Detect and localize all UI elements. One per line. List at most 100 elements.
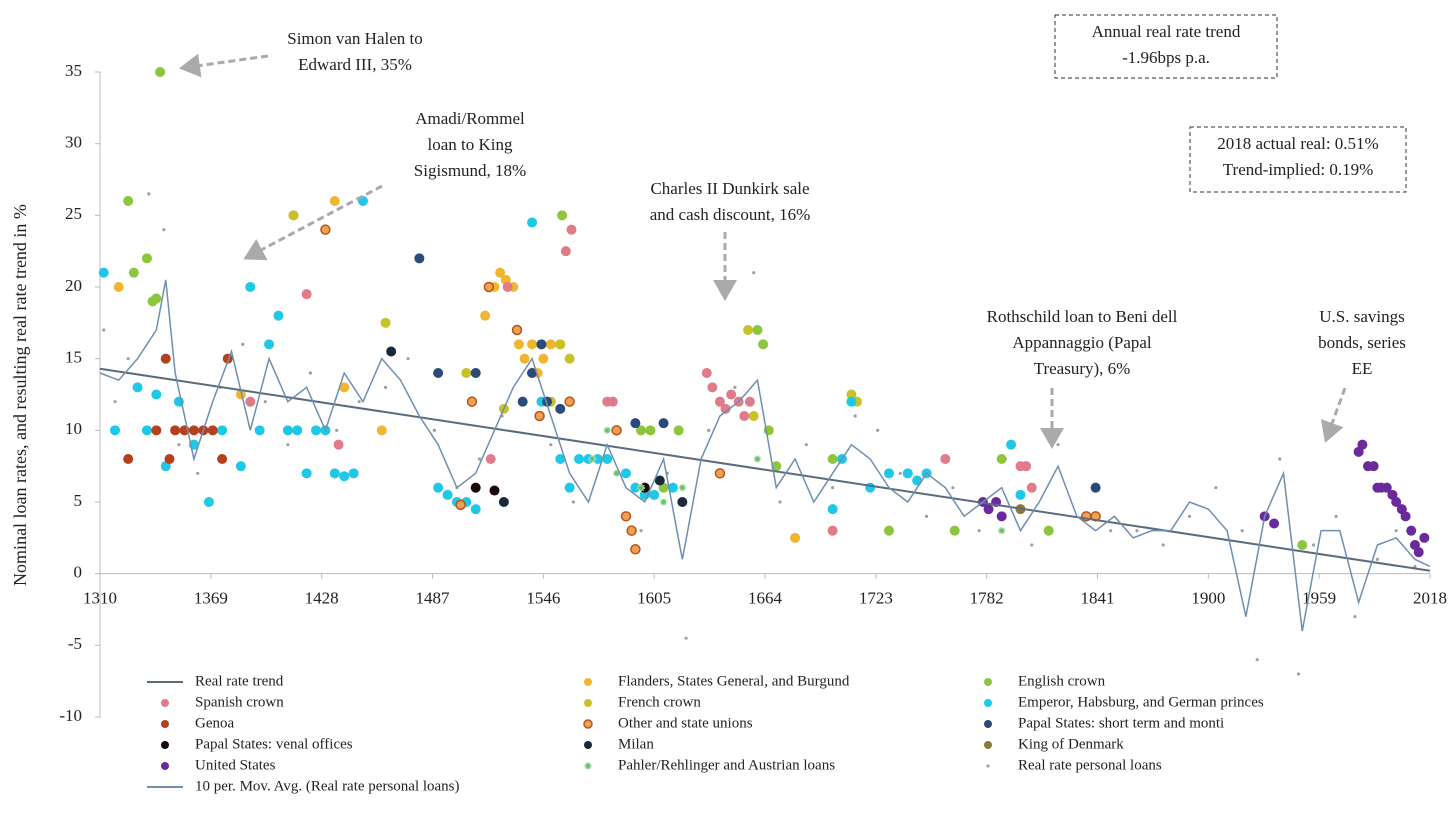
text-box	[1189, 126, 1407, 193]
point	[1413, 547, 1424, 558]
legend-label: Pahler/Rehlinger and Austrian loans	[618, 757, 835, 773]
point	[1269, 518, 1280, 529]
point	[902, 468, 913, 479]
annotation-arrow	[179, 53, 269, 78]
point	[433, 368, 444, 378]
point	[282, 425, 293, 436]
point	[1015, 489, 1026, 500]
legend-swatch	[161, 741, 169, 749]
point	[827, 525, 838, 536]
legend-label: Milan	[618, 736, 654, 752]
point	[217, 425, 228, 436]
point	[1357, 439, 1368, 450]
line-series	[99, 367, 1431, 572]
point	[102, 328, 106, 332]
point	[1375, 557, 1380, 561]
annotation: Rothschild loan to Beni dell	[987, 307, 1178, 326]
point	[1413, 564, 1417, 569]
annotation: and cash discount, 16%	[650, 205, 811, 224]
point	[726, 389, 737, 400]
point	[630, 482, 641, 493]
point	[673, 425, 684, 436]
legend-swatch	[161, 720, 169, 728]
point	[141, 253, 152, 264]
point	[151, 389, 162, 400]
point	[898, 471, 902, 475]
point	[790, 532, 801, 543]
point	[196, 471, 200, 475]
point	[433, 482, 444, 493]
x-tick-label: 1841	[1081, 589, 1115, 608]
point	[513, 339, 524, 350]
point	[1353, 615, 1357, 619]
annotation: Simon van Halen to	[287, 29, 423, 48]
x-tick-label: 1664	[748, 589, 783, 608]
point	[636, 425, 647, 436]
point	[485, 454, 496, 464]
point	[1030, 543, 1034, 547]
legend-label: Other and state unions	[618, 715, 753, 731]
point	[659, 498, 668, 506]
legend-label: King of Denmark	[1018, 736, 1124, 752]
point	[113, 400, 117, 404]
point	[517, 396, 528, 407]
annotation: bonds, series	[1318, 333, 1406, 352]
x-tick-label: 1487	[416, 589, 451, 608]
point	[701, 368, 712, 378]
legend-label: Papal States: short term and monti	[1018, 715, 1224, 731]
point	[707, 382, 718, 393]
point	[602, 454, 613, 464]
point	[534, 410, 545, 422]
legend-swatch	[161, 762, 169, 770]
point	[1394, 529, 1398, 533]
point	[477, 457, 482, 461]
point	[620, 511, 632, 522]
x-tick-label: 2018	[1413, 589, 1447, 608]
y-tick-label: 35	[65, 61, 82, 80]
point	[748, 411, 759, 421]
legend-label: Emperor, Habsburg, and German princes	[1018, 694, 1264, 710]
point	[1021, 461, 1032, 472]
y-tick-label: 5	[74, 491, 83, 510]
annotation-arrow	[243, 184, 383, 261]
box-text: -1.96bps p.a.	[1122, 48, 1210, 67]
point	[996, 511, 1007, 522]
annotation: Charles II Dunkirk sale	[650, 179, 809, 198]
point	[654, 475, 665, 486]
point	[1334, 514, 1338, 518]
point	[329, 468, 340, 479]
point	[744, 396, 755, 407]
point	[177, 443, 181, 447]
point	[771, 461, 782, 472]
legend-swatch	[584, 678, 592, 686]
legend-swatch	[584, 699, 592, 707]
point	[263, 400, 267, 404]
point	[714, 468, 726, 479]
annotation: Sigismund, 18%	[414, 161, 526, 180]
point	[203, 497, 214, 507]
point	[442, 489, 453, 500]
point	[339, 471, 350, 482]
point	[827, 504, 838, 515]
point	[110, 425, 121, 436]
point	[483, 281, 495, 293]
point	[151, 293, 162, 304]
point	[951, 486, 955, 490]
point	[527, 217, 538, 228]
point	[292, 425, 303, 436]
y-tick-label: -10	[59, 706, 82, 725]
point	[1391, 497, 1402, 507]
legend-swatch	[984, 678, 992, 686]
point	[620, 468, 631, 479]
point	[827, 454, 838, 464]
point	[498, 497, 509, 507]
point	[235, 389, 246, 400]
point	[1043, 525, 1054, 536]
y-tick-label: 25	[65, 204, 82, 223]
point	[555, 403, 566, 414]
legend-label: United States	[195, 757, 276, 773]
legend-swatch	[986, 764, 990, 768]
legend-swatch	[161, 699, 169, 707]
point	[432, 428, 436, 432]
